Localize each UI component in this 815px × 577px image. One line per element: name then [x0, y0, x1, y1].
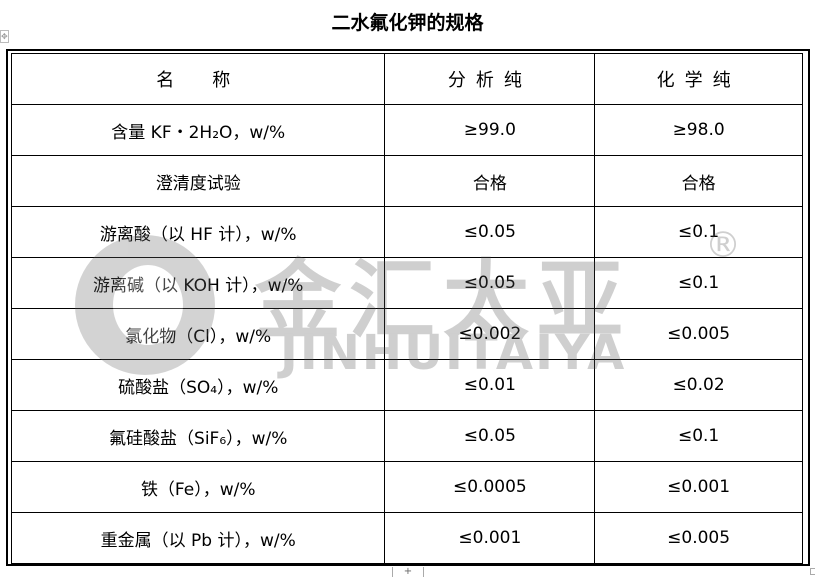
table-row: 含量 KF・2H₂O，w/% ≥99.0 ≥98.0: [10, 104, 803, 156]
item-name: 氟硅酸盐（SiF₆），w/%: [10, 410, 386, 462]
chemical-grade-value: ≤0.1: [594, 257, 803, 309]
spec-table: 名 称 分析纯 化学纯 含量 KF・2H₂O，w/% ≥99.0 ≥98.0 澄清度试…: [10, 53, 803, 564]
analytical-grade-value: ≤0.01: [384, 359, 596, 411]
chemical-grade-value: ≤0.1: [594, 410, 803, 462]
item-name: 游离酸（以 HF 计），w/%: [10, 206, 386, 258]
analytical-grade-value: ≤0.05: [384, 410, 596, 462]
header-name: 名 称: [10, 53, 386, 105]
table-resize-handle[interactable]: [810, 568, 815, 575]
table-row: 氟硅酸盐（SiF₆），w/% ≤0.05 ≤0.1: [10, 410, 803, 462]
spec-table-frame: 名 称 分析纯 化学纯 含量 KF・2H₂O，w/% ≥99.0 ≥98.0 澄清度试…: [6, 49, 810, 566]
chemical-grade-value: ≤0.02: [594, 359, 803, 411]
chemical-grade-value: ≤0.005: [594, 512, 803, 564]
chemical-grade-value: ≤0.005: [594, 308, 803, 360]
analytical-grade-value: ≤0.05: [384, 206, 596, 258]
analytical-grade-value: 合格: [384, 155, 596, 207]
analytical-grade-value: ≤0.0005: [384, 461, 596, 513]
item-name: 重金属（以 Pb 计），w/%: [10, 512, 386, 564]
analytical-grade-value: ≤0.002: [384, 308, 596, 360]
table-header-row: 名 称 分析纯 化学纯: [10, 53, 803, 105]
chemical-grade-value: 合格: [594, 155, 803, 207]
analytical-grade-value: ≤0.001: [384, 512, 596, 564]
table-row: 铁（Fe），w/% ≤0.0005 ≤0.001: [10, 461, 803, 513]
chemical-grade-value: ≥98.0: [594, 104, 803, 156]
analytical-grade-value: ≥99.0: [384, 104, 596, 156]
item-name: 澄清度试验: [10, 155, 386, 207]
item-name: 氯化物（Cl），w/%: [10, 308, 386, 360]
table-row: 游离碱（以 KOH 计），w/% ≤0.05 ≤0.1: [10, 257, 803, 309]
chemical-grade-value: ≤0.1: [594, 206, 803, 258]
item-name: 硫酸盐（SO₄），w/%: [10, 359, 386, 411]
table-move-handle[interactable]: ✥: [0, 30, 9, 43]
header-analytical-grade: 分析纯: [384, 53, 596, 105]
add-row-button[interactable]: +: [392, 567, 424, 577]
table-row: 硫酸盐（SO₄），w/% ≤0.01 ≤0.02: [10, 359, 803, 411]
analytical-grade-value: ≤0.05: [384, 257, 596, 309]
table-row: 游离酸（以 HF 计），w/% ≤0.05 ≤0.1: [10, 206, 803, 258]
item-name: 游离碱（以 KOH 计），w/%: [10, 257, 386, 309]
document-title: 二水氟化钾的规格: [331, 12, 484, 34]
table-row: 澄清度试验 合格 合格: [10, 155, 803, 207]
table-row: 重金属（以 Pb 计），w/% ≤0.001 ≤0.005: [10, 512, 803, 564]
chemical-grade-value: ≤0.001: [594, 461, 803, 513]
header-chemical-grade: 化学纯: [594, 53, 803, 105]
item-name: 铁（Fe），w/%: [10, 461, 386, 513]
table-row: 氯化物（Cl），w/% ≤0.002 ≤0.005: [10, 308, 803, 360]
item-name: 含量 KF・2H₂O，w/%: [10, 104, 386, 156]
